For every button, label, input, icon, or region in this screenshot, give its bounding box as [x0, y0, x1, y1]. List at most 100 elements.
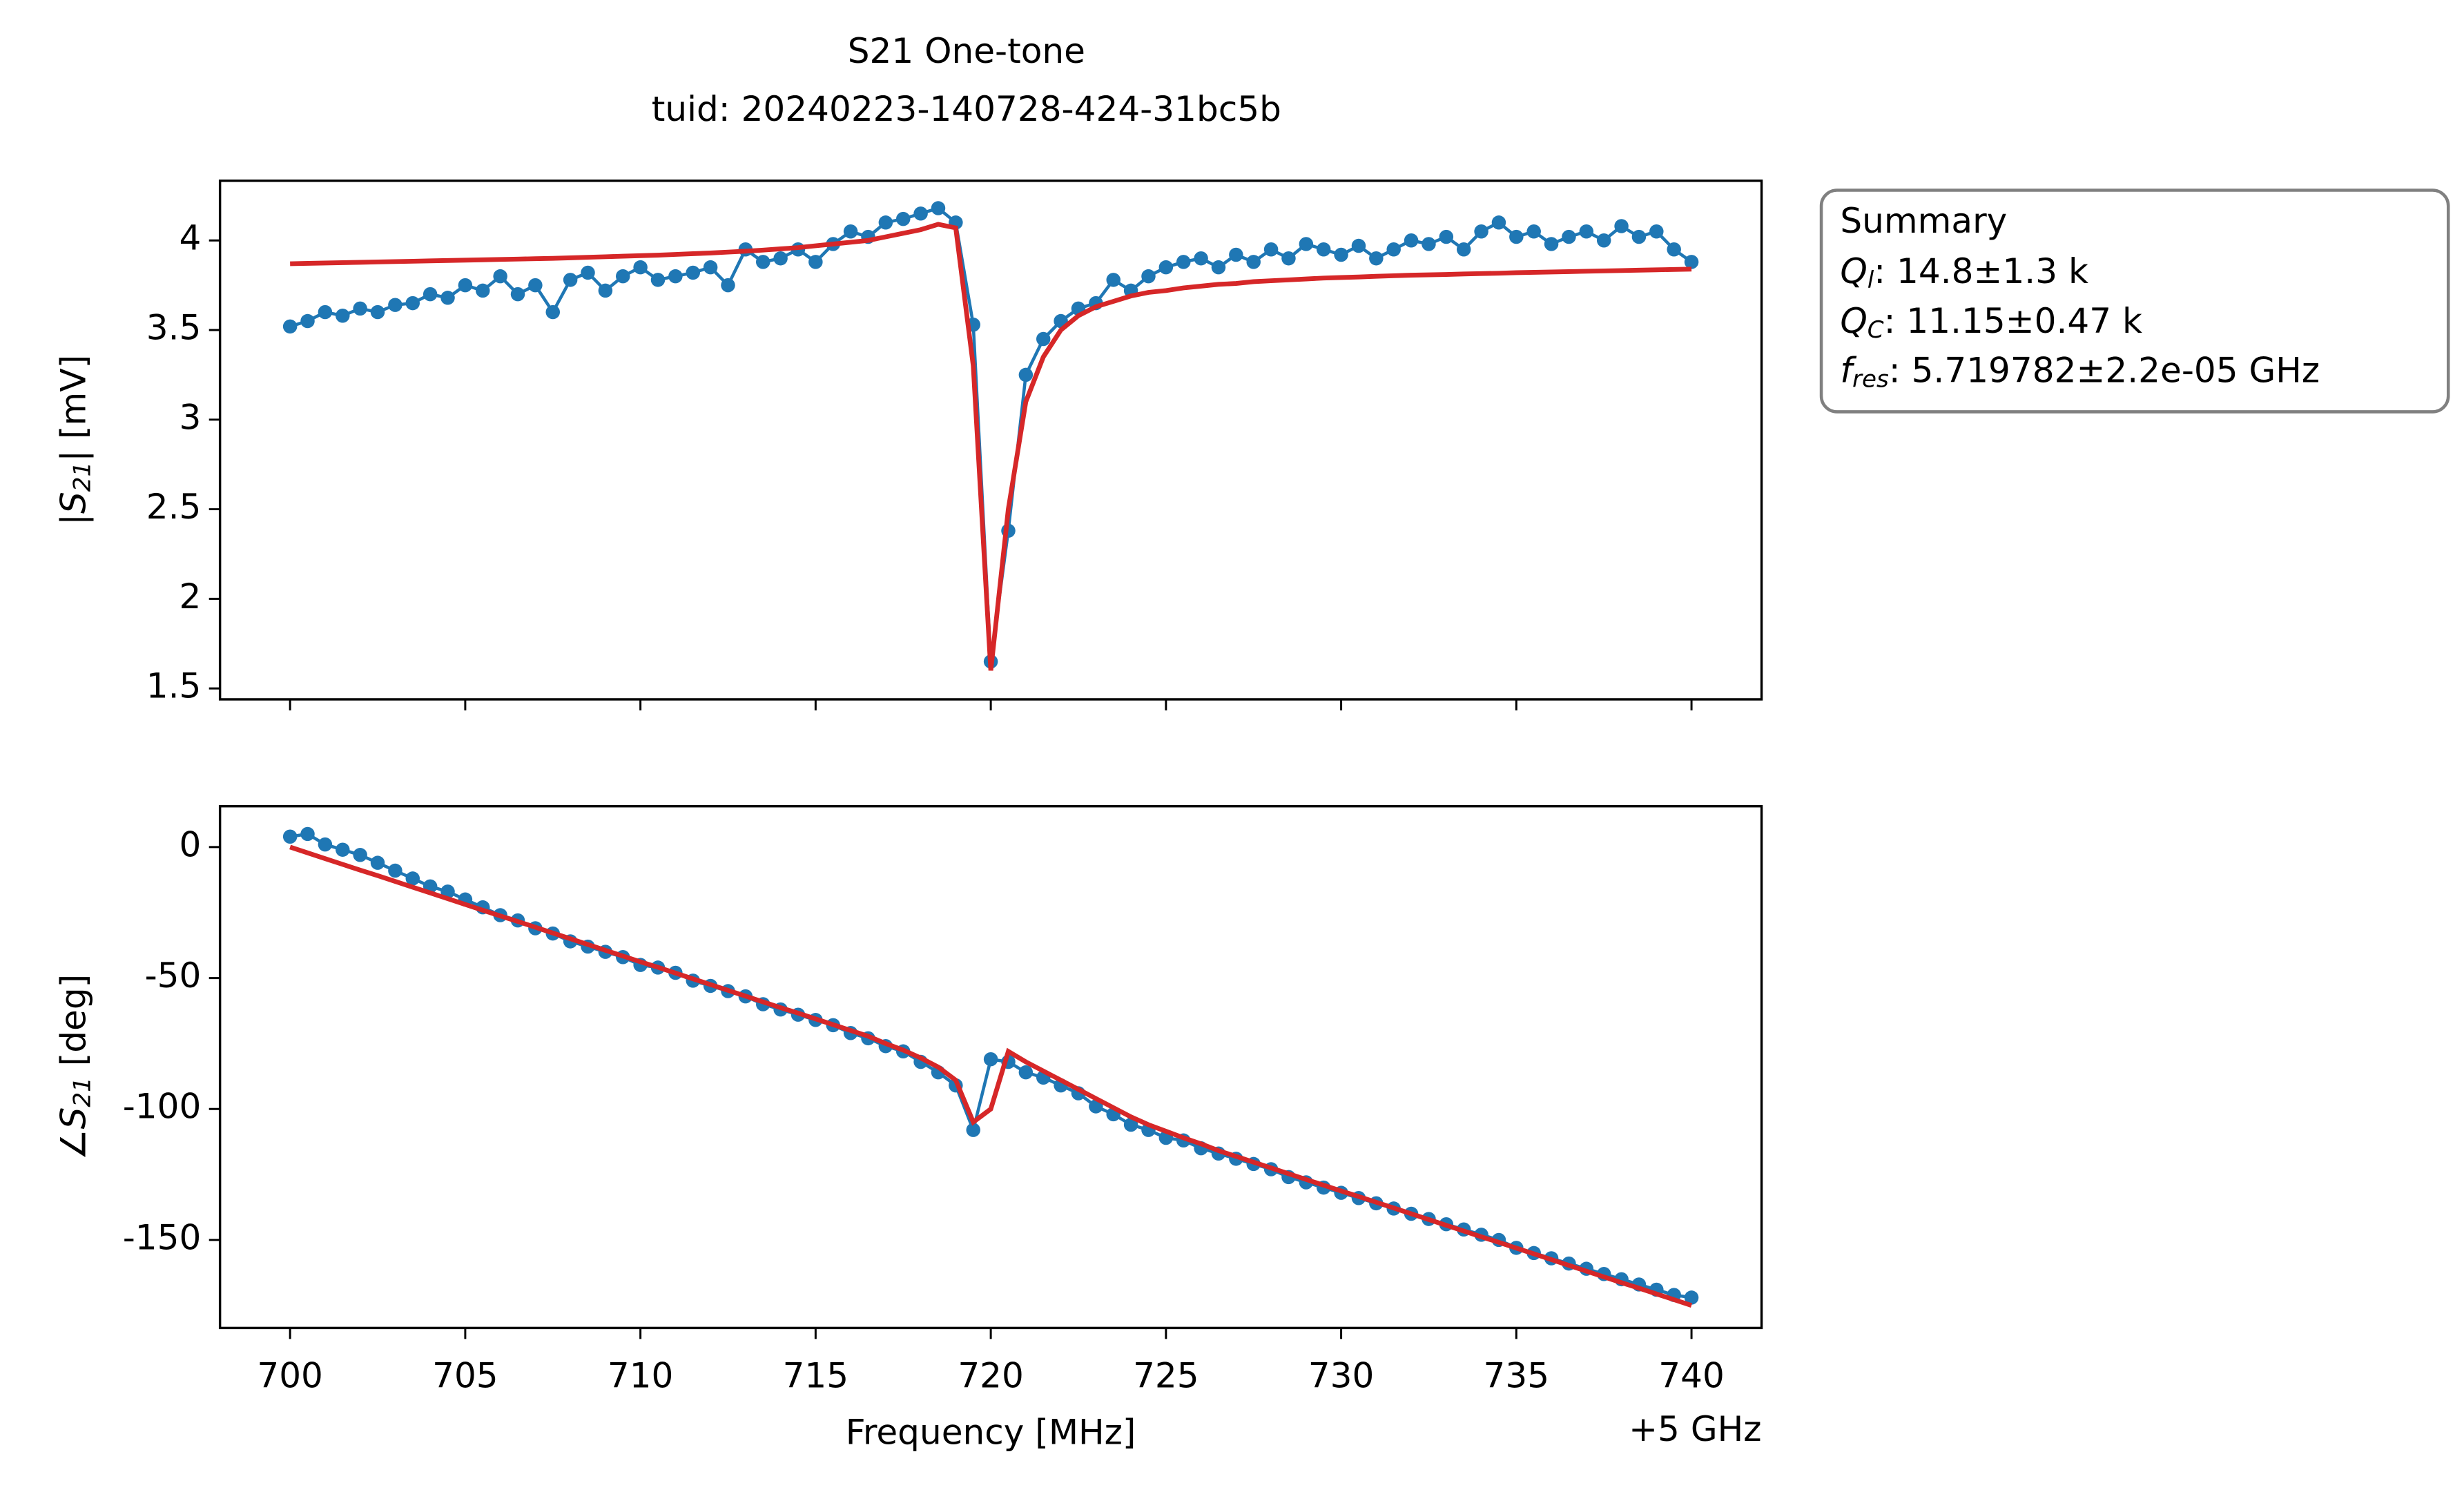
- data-point: [1667, 242, 1681, 257]
- data-point: [1018, 1065, 1034, 1080]
- label-part: [deg]: [53, 974, 93, 1077]
- data-point: [1123, 1117, 1138, 1132]
- label-part: | [mV]: [53, 355, 93, 462]
- data-point: [1176, 255, 1191, 269]
- label-part: |S: [53, 492, 93, 525]
- data-point: [282, 829, 298, 844]
- data-point: [1456, 242, 1471, 257]
- y-axis-label: |S21| [mV]: [53, 355, 96, 525]
- data-point: [1509, 229, 1524, 244]
- label-subscript: 21: [68, 462, 96, 492]
- data-point: [388, 863, 402, 878]
- data-point: [1211, 260, 1226, 275]
- data-point: [773, 251, 788, 266]
- data-point: [300, 826, 315, 842]
- data-point: [895, 211, 911, 226]
- data-point: [650, 273, 666, 287]
- y-axis-label: ∠S21 [deg]: [53, 974, 96, 1160]
- y-tick-label: 2.5: [146, 487, 202, 527]
- data-point: [545, 304, 561, 320]
- x-tick-label: 705: [432, 1356, 498, 1396]
- data-point: [686, 265, 700, 280]
- data-point: [405, 296, 420, 311]
- x-tick-label: 700: [257, 1356, 323, 1396]
- label-subscript: res: [1852, 365, 1889, 393]
- data-point: [370, 304, 385, 320]
- data-point: [1263, 242, 1279, 257]
- data-point: [282, 319, 298, 334]
- fit-line: [290, 222, 1692, 671]
- data-point: [318, 304, 333, 320]
- data-point: [528, 278, 543, 293]
- data-point: [405, 871, 420, 886]
- y-tick-label: 3: [179, 397, 201, 437]
- data-point: [1194, 251, 1208, 266]
- data-point: [1369, 251, 1384, 266]
- data-point: [510, 287, 525, 302]
- data-point: [336, 842, 350, 857]
- data-point: [1018, 367, 1034, 382]
- x-tick-label: 730: [1308, 1356, 1375, 1396]
- label-subscript: 21: [68, 1077, 96, 1107]
- x-tick-label: 740: [1658, 1356, 1725, 1396]
- fit-line: [289, 844, 1693, 1308]
- data-point: [423, 287, 438, 302]
- data-point: [318, 837, 333, 852]
- data-point: [843, 224, 858, 239]
- data-point: [1036, 331, 1051, 347]
- data-point: [1614, 219, 1629, 233]
- data-point: [668, 269, 683, 284]
- data-point: [353, 848, 367, 862]
- data-point: [1299, 237, 1314, 251]
- data-point: [703, 260, 718, 275]
- data-point: [476, 283, 490, 298]
- label-part: : 14.8±1.3 k: [1874, 251, 2088, 291]
- data-point: [1526, 224, 1541, 239]
- chart-title: S21 One-tone: [848, 31, 1085, 71]
- data-point: [1386, 242, 1401, 257]
- chart-subtitle: tuid: 20240223-140728-424-31bc5b: [652, 89, 1281, 129]
- data-point: [1596, 233, 1611, 248]
- data-point: [388, 298, 402, 312]
- data-point: [1491, 215, 1506, 230]
- data-point: [440, 291, 455, 305]
- summary-line: fres: 5.719782±2.2e-05 GHz: [1840, 350, 2320, 393]
- x-tick-label: 735: [1484, 1356, 1550, 1396]
- y-tick-label: 0: [179, 824, 201, 864]
- data-point: [598, 283, 613, 298]
- data-point: [1474, 224, 1488, 239]
- data-point: [808, 255, 823, 269]
- data-point: [1404, 233, 1419, 248]
- x-tick-label: 710: [608, 1356, 674, 1396]
- data-point: [1649, 224, 1664, 239]
- data-point: [1316, 242, 1331, 257]
- data-point: [458, 278, 473, 293]
- summary-line: QC: 11.15±0.47 k: [1840, 300, 2142, 343]
- data-point: [1281, 251, 1296, 266]
- data-point: [353, 301, 367, 316]
- data-point: [1439, 229, 1454, 244]
- data-point: [493, 269, 507, 284]
- data-point: [563, 273, 578, 287]
- y-tick-label: 2: [179, 577, 201, 617]
- data-point: [1631, 229, 1647, 244]
- data-point: [1422, 237, 1436, 251]
- axes-frame: [218, 805, 1763, 1330]
- data-point: [1684, 255, 1699, 269]
- x-tick-label: 720: [958, 1356, 1024, 1396]
- data-point: [370, 855, 385, 870]
- label-part: Q: [1840, 300, 1867, 340]
- y-tick-label: 4: [179, 218, 201, 258]
- data-point: [878, 215, 893, 230]
- data-point: [633, 260, 648, 275]
- data-point: [1544, 237, 1559, 251]
- x-tick-label: 725: [1133, 1356, 1199, 1396]
- data-point: [336, 309, 350, 323]
- y-tick-label: -50: [145, 956, 202, 996]
- data-point: [1141, 269, 1156, 284]
- x-offset-text: +5 GHz: [1629, 1409, 1761, 1449]
- data-point: [1579, 224, 1594, 239]
- data-point: [1351, 238, 1366, 253]
- data-point: [721, 278, 735, 293]
